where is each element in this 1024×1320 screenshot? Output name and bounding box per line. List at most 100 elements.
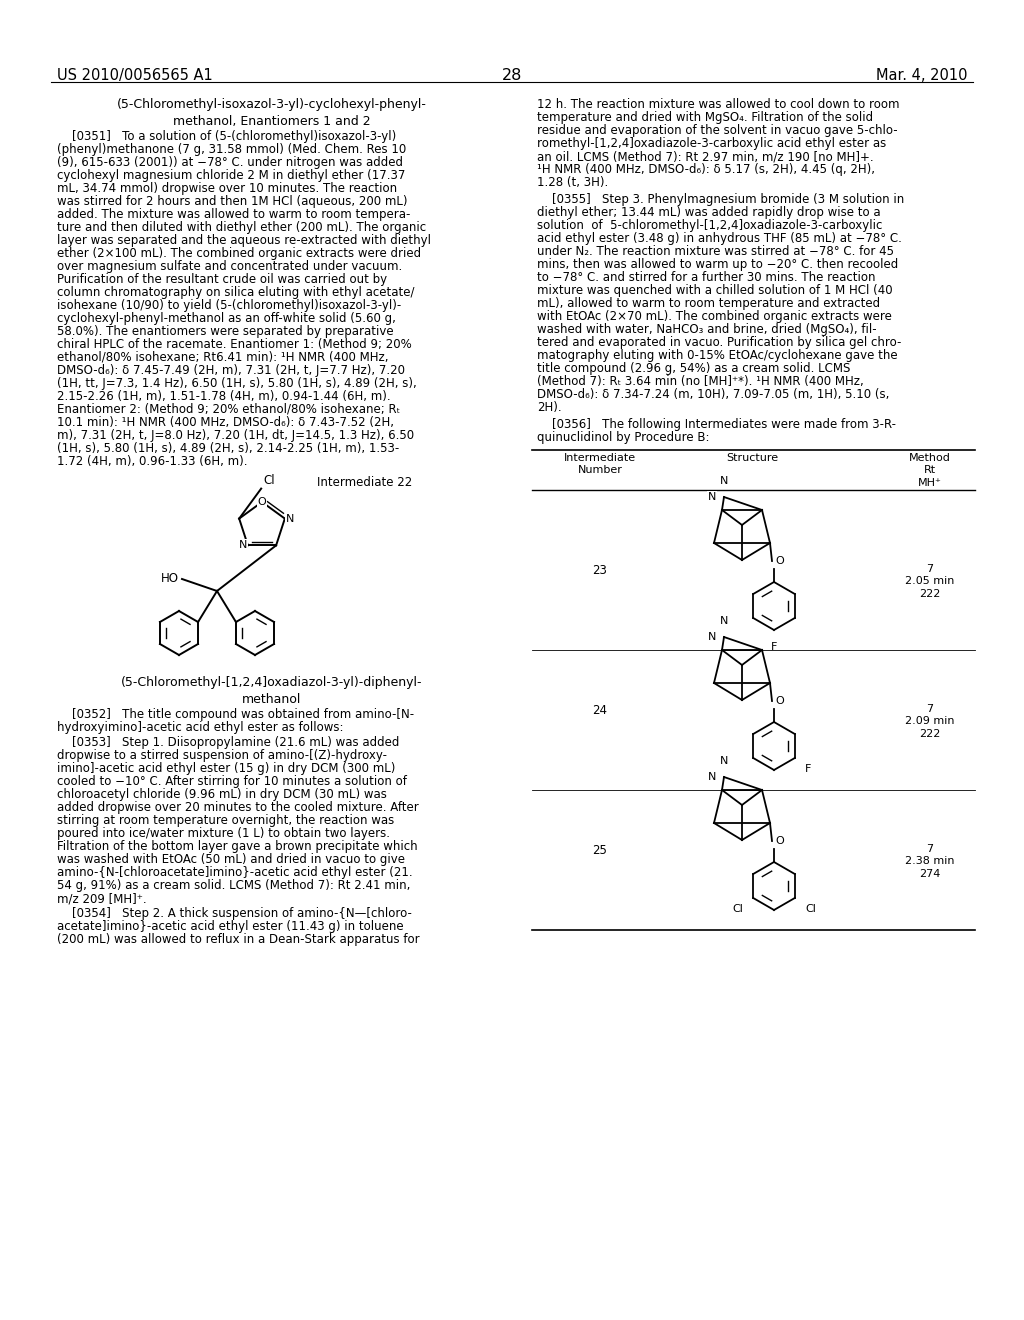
Text: US 2010/0056565 A1: US 2010/0056565 A1: [57, 69, 213, 83]
Text: (9), 615-633 (2001)) at −78° C. under nitrogen was added: (9), 615-633 (2001)) at −78° C. under ni…: [57, 156, 403, 169]
Text: added dropwise over 20 minutes to the cooled mixture. After: added dropwise over 20 minutes to the co…: [57, 801, 419, 814]
Text: [0356]   The following Intermediates were made from 3-R-: [0356] The following Intermediates were …: [537, 418, 896, 432]
Text: F: F: [771, 642, 777, 652]
Text: m/z 209 [MH]⁺.: m/z 209 [MH]⁺.: [57, 892, 146, 906]
Text: mL), allowed to warm to room temperature and extracted: mL), allowed to warm to room temperature…: [537, 297, 880, 310]
Text: Method
Rt
MH⁺: Method Rt MH⁺: [909, 453, 951, 488]
Text: Cl: Cl: [263, 474, 274, 487]
Text: (200 mL) was allowed to reflux in a Dean-Stark apparatus for: (200 mL) was allowed to reflux in a Dean…: [57, 933, 420, 946]
Text: 1.28 (t, 3H).: 1.28 (t, 3H).: [537, 176, 608, 189]
Text: N: N: [286, 513, 294, 524]
Text: N: N: [708, 632, 716, 642]
Text: [0355]   Step 3. Phenylmagnesium bromide (3 M solution in: [0355] Step 3. Phenylmagnesium bromide (…: [537, 193, 904, 206]
Text: romethyl-[1,2,4]oxadiazole-3-carboxylic acid ethyl ester as: romethyl-[1,2,4]oxadiazole-3-carboxylic …: [537, 137, 886, 150]
Text: tered and evaporated in vacuo. Purification by silica gel chro-: tered and evaporated in vacuo. Purificat…: [537, 337, 901, 348]
Text: (Method 7): Rₜ 3.64 min (no [MH]⁺*). ¹H NMR (400 MHz,: (Method 7): Rₜ 3.64 min (no [MH]⁺*). ¹H …: [537, 375, 864, 388]
Text: temperature and dried with MgSO₄. Filtration of the solid: temperature and dried with MgSO₄. Filtra…: [537, 111, 873, 124]
Text: 25: 25: [593, 843, 607, 857]
Text: 12 h. The reaction mixture was allowed to cool down to room: 12 h. The reaction mixture was allowed t…: [537, 98, 899, 111]
Text: under N₂. The reaction mixture was stirred at −78° C. for 45: under N₂. The reaction mixture was stirr…: [537, 246, 894, 257]
Text: cyclohexyl-phenyl-methanol as an off-white solid (5.60 g,: cyclohexyl-phenyl-methanol as an off-whi…: [57, 312, 396, 325]
Text: DMSO-d₆): δ 7.45-7.49 (2H, m), 7.31 (2H, t, J=7.7 Hz), 7.20: DMSO-d₆): δ 7.45-7.49 (2H, m), 7.31 (2H,…: [57, 364, 406, 378]
Text: cyclohexyl magnesium chloride 2 M in diethyl ether (17.37: cyclohexyl magnesium chloride 2 M in die…: [57, 169, 406, 182]
Text: added. The mixture was allowed to warm to room tempera-: added. The mixture was allowed to warm t…: [57, 209, 411, 220]
Text: poured into ice/water mixture (1 L) to obtain two layers.: poured into ice/water mixture (1 L) to o…: [57, 828, 390, 840]
Text: N: N: [239, 540, 247, 550]
Text: layer was separated and the aqueous re-extracted with diethyl: layer was separated and the aqueous re-e…: [57, 234, 431, 247]
Text: Cl: Cl: [805, 904, 816, 913]
Text: 1.72 (4H, m), 0.96-1.33 (6H, m).: 1.72 (4H, m), 0.96-1.33 (6H, m).: [57, 455, 248, 469]
Text: N: N: [720, 477, 728, 486]
Text: N: N: [708, 492, 716, 502]
Text: was washed with EtOAc (50 mL) and dried in vacuo to give: was washed with EtOAc (50 mL) and dried …: [57, 853, 406, 866]
Text: [0352]   The title compound was obtained from amino-[N-: [0352] The title compound was obtained f…: [57, 708, 414, 721]
Text: 28: 28: [502, 69, 522, 83]
Text: amino-{N-[chloroacetate]imino}-acetic acid ethyl ester (21.: amino-{N-[chloroacetate]imino}-acetic ac…: [57, 866, 413, 879]
Text: diethyl ether; 13.44 mL) was added rapidly drop wise to a: diethyl ether; 13.44 mL) was added rapid…: [537, 206, 881, 219]
Text: mixture was quenched with a chilled solution of 1 M HCl (40: mixture was quenched with a chilled solu…: [537, 284, 893, 297]
Text: 2.15-2.26 (1H, m), 1.51-1.78 (4H, m), 0.94-1.44 (6H, m).: 2.15-2.26 (1H, m), 1.51-1.78 (4H, m), 0.…: [57, 389, 390, 403]
Text: an oil. LCMS (Method 7): Rt 2.97 min, m/z 190 [no MH]+.: an oil. LCMS (Method 7): Rt 2.97 min, m/…: [537, 150, 873, 162]
Text: (1H, s), 5.80 (1H, s), 4.89 (2H, s), 2.14-2.25 (1H, m), 1.53-: (1H, s), 5.80 (1H, s), 4.89 (2H, s), 2.1…: [57, 442, 399, 455]
Text: Mar. 4, 2010: Mar. 4, 2010: [876, 69, 967, 83]
Text: cooled to −10° C. After stirring for 10 minutes a solution of: cooled to −10° C. After stirring for 10 …: [57, 775, 407, 788]
Text: 58.0%). The enantiomers were separated by preparative: 58.0%). The enantiomers were separated b…: [57, 325, 393, 338]
Text: (5-Chloromethyl-isoxazol-3-yl)-cyclohexyl-phenyl-
methanol, Enantiomers 1 and 2: (5-Chloromethyl-isoxazol-3-yl)-cyclohexy…: [117, 98, 427, 128]
Text: residue and evaporation of the solvent in vacuo gave 5-chlo-: residue and evaporation of the solvent i…: [537, 124, 898, 137]
Text: N: N: [708, 772, 716, 781]
Text: (5-Chloromethyl-[1,2,4]oxadiazol-3-yl)-diphenyl-
methanol: (5-Chloromethyl-[1,2,4]oxadiazol-3-yl)-d…: [121, 676, 423, 706]
Text: Enantiomer 2: (Method 9; 20% ethanol/80% isohexane; Rₜ: Enantiomer 2: (Method 9; 20% ethanol/80%…: [57, 403, 400, 416]
Text: mins, then was allowed to warm up to −20° C. then recooled: mins, then was allowed to warm up to −20…: [537, 257, 898, 271]
Text: ethanol/80% isohexane; Rt6.41 min): ¹H NMR (400 MHz,: ethanol/80% isohexane; Rt6.41 min): ¹H N…: [57, 351, 388, 364]
Text: Filtration of the bottom layer gave a brown precipitate which: Filtration of the bottom layer gave a br…: [57, 840, 418, 853]
Text: m), 7.31 (2H, t, J=8.0 Hz), 7.20 (1H, dt, J=14.5, 1.3 Hz), 6.50: m), 7.31 (2H, t, J=8.0 Hz), 7.20 (1H, dt…: [57, 429, 414, 442]
Text: solution  of  5-chloromethyl-[1,2,4]oxadiazole-3-carboxylic: solution of 5-chloromethyl-[1,2,4]oxadia…: [537, 219, 883, 232]
Text: chiral HPLC of the racemate. Enantiomer 1: (Method 9; 20%: chiral HPLC of the racemate. Enantiomer …: [57, 338, 412, 351]
Text: isohexane (10/90) to yield (5-(chloromethyl)isoxazol-3-yl)-: isohexane (10/90) to yield (5-(chloromet…: [57, 300, 401, 312]
Text: matography eluting with 0-15% EtOAc/cyclohexane gave the: matography eluting with 0-15% EtOAc/cycl…: [537, 348, 898, 362]
Text: Structure: Structure: [726, 453, 778, 463]
Text: O: O: [775, 836, 783, 846]
Text: ¹H NMR (400 MHz, DMSO-d₆): δ 5.17 (s, 2H), 4.45 (q, 2H),: ¹H NMR (400 MHz, DMSO-d₆): δ 5.17 (s, 2H…: [537, 162, 874, 176]
Text: 23: 23: [593, 564, 607, 577]
Text: title compound (2.96 g, 54%) as a cream solid. LCMS: title compound (2.96 g, 54%) as a cream …: [537, 362, 850, 375]
Text: 54 g, 91%) as a cream solid. LCMS (Method 7): Rt 2.41 min,: 54 g, 91%) as a cream solid. LCMS (Metho…: [57, 879, 411, 892]
Text: stirring at room temperature overnight, the reaction was: stirring at room temperature overnight, …: [57, 814, 394, 828]
Text: imino]-acetic acid ethyl ester (15 g) in dry DCM (300 mL): imino]-acetic acid ethyl ester (15 g) in…: [57, 762, 395, 775]
Text: quinuclidinol by Procedure B:: quinuclidinol by Procedure B:: [537, 432, 710, 444]
Text: [0351]   To a solution of (5-(chloromethyl)isoxazol-3-yl): [0351] To a solution of (5-(chloromethyl…: [57, 129, 396, 143]
Text: 24: 24: [593, 704, 607, 717]
Text: 2H).: 2H).: [537, 401, 561, 414]
Text: washed with water, NaHCO₃ and brine, dried (MgSO₄), fil-: washed with water, NaHCO₃ and brine, dri…: [537, 323, 877, 337]
Text: Intermediate 22: Intermediate 22: [317, 477, 413, 488]
Text: [0353]   Step 1. Diisopropylamine (21.6 mL) was added: [0353] Step 1. Diisopropylamine (21.6 mL…: [57, 737, 399, 748]
Text: with EtOAc (2×70 mL). The combined organic extracts were: with EtOAc (2×70 mL). The combined organ…: [537, 310, 892, 323]
Text: 7
2.09 min
222: 7 2.09 min 222: [905, 704, 954, 739]
Text: to −78° C. and stirred for a further 30 mins. The reaction: to −78° C. and stirred for a further 30 …: [537, 271, 876, 284]
Text: F: F: [805, 764, 812, 774]
Text: ture and then diluted with diethyl ether (200 mL). The organic: ture and then diluted with diethyl ether…: [57, 220, 426, 234]
Text: 7
2.05 min
222: 7 2.05 min 222: [905, 564, 954, 599]
Text: 10.1 min): ¹H NMR (400 MHz, DMSO-d₆): δ 7.43-7.52 (2H,: 10.1 min): ¹H NMR (400 MHz, DMSO-d₆): δ …: [57, 416, 394, 429]
Text: hydroxyimino]-acetic acid ethyl ester as follows:: hydroxyimino]-acetic acid ethyl ester as…: [57, 721, 343, 734]
Text: DMSO-d₆): δ 7.34-7.24 (m, 10H), 7.09-7.05 (m, 1H), 5.10 (s,: DMSO-d₆): δ 7.34-7.24 (m, 10H), 7.09-7.0…: [537, 388, 890, 401]
Text: O: O: [775, 556, 783, 566]
Text: (phenyl)methanone (7 g, 31.58 mmol) (Med. Chem. Res 10: (phenyl)methanone (7 g, 31.58 mmol) (Med…: [57, 143, 407, 156]
Text: N: N: [720, 756, 728, 766]
Text: Cl: Cl: [732, 904, 742, 913]
Text: was stirred for 2 hours and then 1M HCl (aqueous, 200 mL): was stirred for 2 hours and then 1M HCl …: [57, 195, 408, 209]
Text: column chromatography on silica eluting with ethyl acetate/: column chromatography on silica eluting …: [57, 286, 415, 300]
Text: O: O: [775, 696, 783, 706]
Text: chloroacetyl chloride (9.96 mL) in dry DCM (30 mL) was: chloroacetyl chloride (9.96 mL) in dry D…: [57, 788, 387, 801]
Text: 7
2.38 min
274: 7 2.38 min 274: [905, 843, 954, 879]
Text: Purification of the resultant crude oil was carried out by: Purification of the resultant crude oil …: [57, 273, 387, 286]
Text: Intermediate
Number: Intermediate Number: [564, 453, 636, 475]
Text: over magnesium sulfate and concentrated under vacuum.: over magnesium sulfate and concentrated …: [57, 260, 402, 273]
Text: O: O: [258, 498, 266, 507]
Text: acetate]imino}-acetic acid ethyl ester (11.43 g) in toluene: acetate]imino}-acetic acid ethyl ester (…: [57, 920, 403, 933]
Text: HO: HO: [161, 572, 179, 585]
Text: N: N: [720, 616, 728, 626]
Text: mL, 34.74 mmol) dropwise over 10 minutes. The reaction: mL, 34.74 mmol) dropwise over 10 minutes…: [57, 182, 397, 195]
Text: [0354]   Step 2. A thick suspension of amino-{N—[chloro-: [0354] Step 2. A thick suspension of ami…: [57, 907, 412, 920]
Text: dropwise to a stirred suspension of amino-[(Z)-hydroxy-: dropwise to a stirred suspension of amin…: [57, 748, 387, 762]
